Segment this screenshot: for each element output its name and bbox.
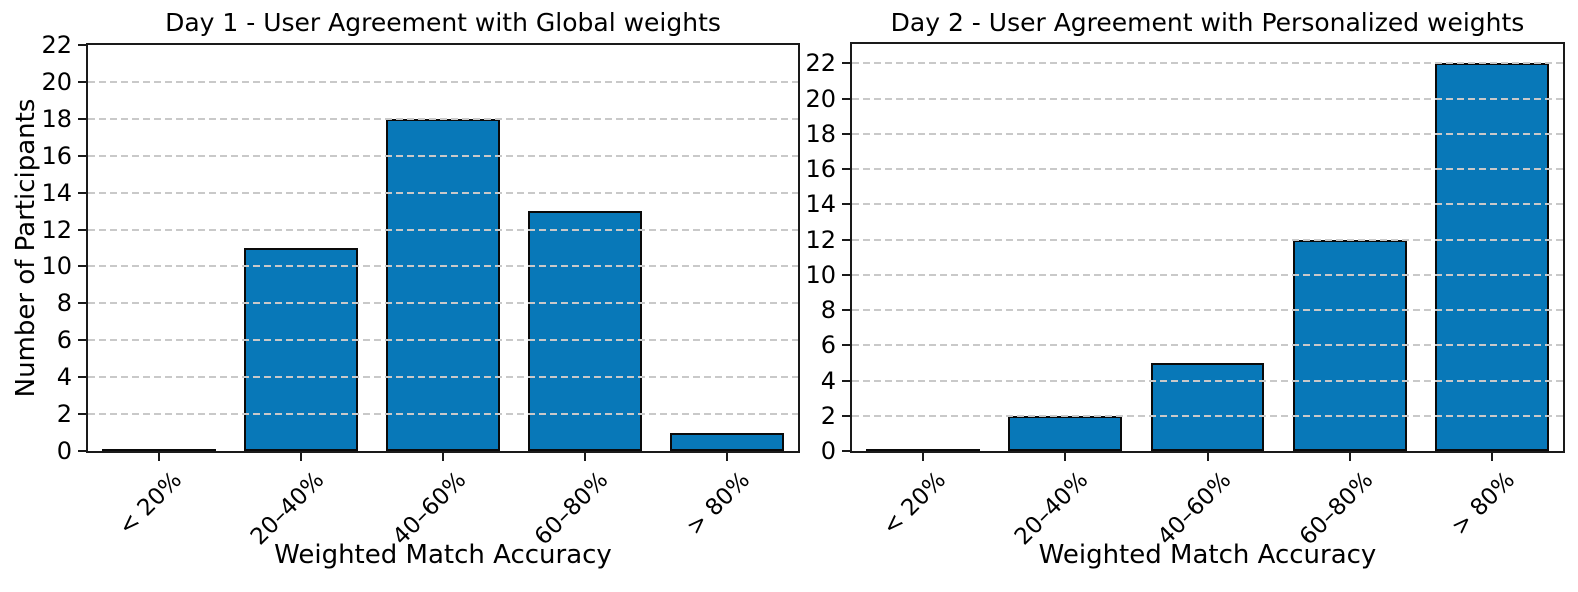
y-tick: [78, 450, 86, 452]
y-tick-label: 0: [820, 437, 836, 465]
x-tick-label: > 80%: [682, 467, 756, 541]
y-tick-label: 10: [41, 252, 72, 281]
y-tick-label: 2: [820, 401, 836, 430]
x-tick: [584, 453, 586, 461]
y-tick: [842, 97, 850, 100]
y-tick: [78, 376, 86, 379]
y-tick-label: 18: [805, 119, 836, 148]
y-tick-label: 20: [41, 67, 72, 96]
y-tick-label: 12: [805, 225, 836, 254]
y-tick-label: 6: [56, 326, 72, 355]
x-tick: [726, 453, 728, 461]
y-tick-label: 2: [56, 400, 72, 429]
x-tick-label: 60–80%: [530, 467, 614, 551]
y-tick-label: 18: [41, 104, 72, 133]
x-tick-label: > 80%: [1446, 467, 1521, 541]
x-tick: [1064, 453, 1067, 461]
y-tick-label: 14: [41, 178, 72, 207]
bar-> 80%: [670, 432, 784, 451]
gridline-y20: [88, 80, 798, 83]
x-tick: [1490, 453, 1493, 461]
x-tick: [300, 453, 302, 461]
bar-40–60%: [1150, 362, 1265, 451]
chart1-title: Day 1 - User Agreement with Global weigh…: [165, 8, 721, 37]
y-tick: [842, 238, 850, 241]
y-tick: [78, 228, 86, 231]
y-tick: [78, 191, 86, 194]
chart1-y-axis-label: Number of Participants: [11, 98, 41, 398]
x-tick-label: 20–40%: [1010, 467, 1094, 551]
y-tick-label: 10: [805, 260, 836, 289]
x-tick-label: 40–60%: [388, 467, 472, 551]
x-tick-label: 60–80%: [1294, 467, 1379, 551]
y-tick-label: 14: [805, 190, 836, 219]
y-tick-label: 16: [41, 141, 72, 170]
y-tick: [842, 450, 850, 452]
y-tick: [78, 339, 86, 342]
bar-60–80%: [528, 211, 642, 451]
x-tick: [442, 453, 444, 461]
x-tick-label: < 20%: [878, 467, 952, 541]
y-tick-label: 4: [56, 363, 72, 392]
chart1-x-axis-label: Weighted Match Accuracy: [274, 540, 612, 570]
y-tick-label: 22: [41, 31, 72, 59]
bar-20–40%: [1008, 415, 1123, 451]
y-tick-label: 22: [805, 49, 836, 78]
y-tick: [78, 44, 86, 46]
bar-> 80%: [1435, 63, 1549, 451]
y-tick-label: 6: [820, 331, 836, 360]
y-tick-label: 16: [805, 155, 836, 184]
x-tick: [1348, 453, 1351, 461]
chart2-title: Day 2 - User Agreement with Personalized…: [890, 8, 1525, 37]
y-tick: [842, 132, 850, 135]
y-tick: [842, 379, 850, 382]
bar-< 20%: [866, 449, 980, 451]
y-tick: [78, 154, 86, 157]
chart2-x-axis-label: Weighted Match Accuracy: [1038, 540, 1377, 570]
y-tick: [842, 168, 850, 171]
bar-60–80%: [1292, 239, 1407, 451]
x-tick: [1206, 453, 1209, 461]
bar-20–40%: [244, 248, 358, 451]
y-tick-label: 20: [805, 84, 836, 113]
y-tick-label: 12: [41, 215, 72, 244]
y-tick-label: 4: [820, 366, 836, 395]
y-tick: [78, 413, 86, 416]
x-tick-label: < 20%: [114, 467, 188, 541]
x-tick: [158, 453, 160, 461]
y-tick-label: 8: [820, 296, 836, 325]
x-tick-label: 40–60%: [1152, 467, 1236, 551]
y-tick-label: 8: [56, 289, 72, 318]
y-tick: [842, 344, 850, 347]
y-tick: [78, 265, 86, 268]
x-tick: [922, 453, 925, 461]
x-tick-label: 20–40%: [246, 467, 330, 551]
y-tick: [842, 203, 850, 206]
bar-40–60%: [386, 118, 500, 451]
y-tick: [842, 309, 850, 312]
y-tick: [78, 80, 86, 83]
y-tick: [842, 62, 850, 65]
y-tick: [78, 302, 86, 305]
y-tick: [842, 273, 850, 276]
bar-< 20%: [102, 449, 216, 451]
y-tick-label: 0: [56, 437, 72, 465]
y-tick: [78, 117, 86, 120]
y-tick: [842, 414, 850, 417]
